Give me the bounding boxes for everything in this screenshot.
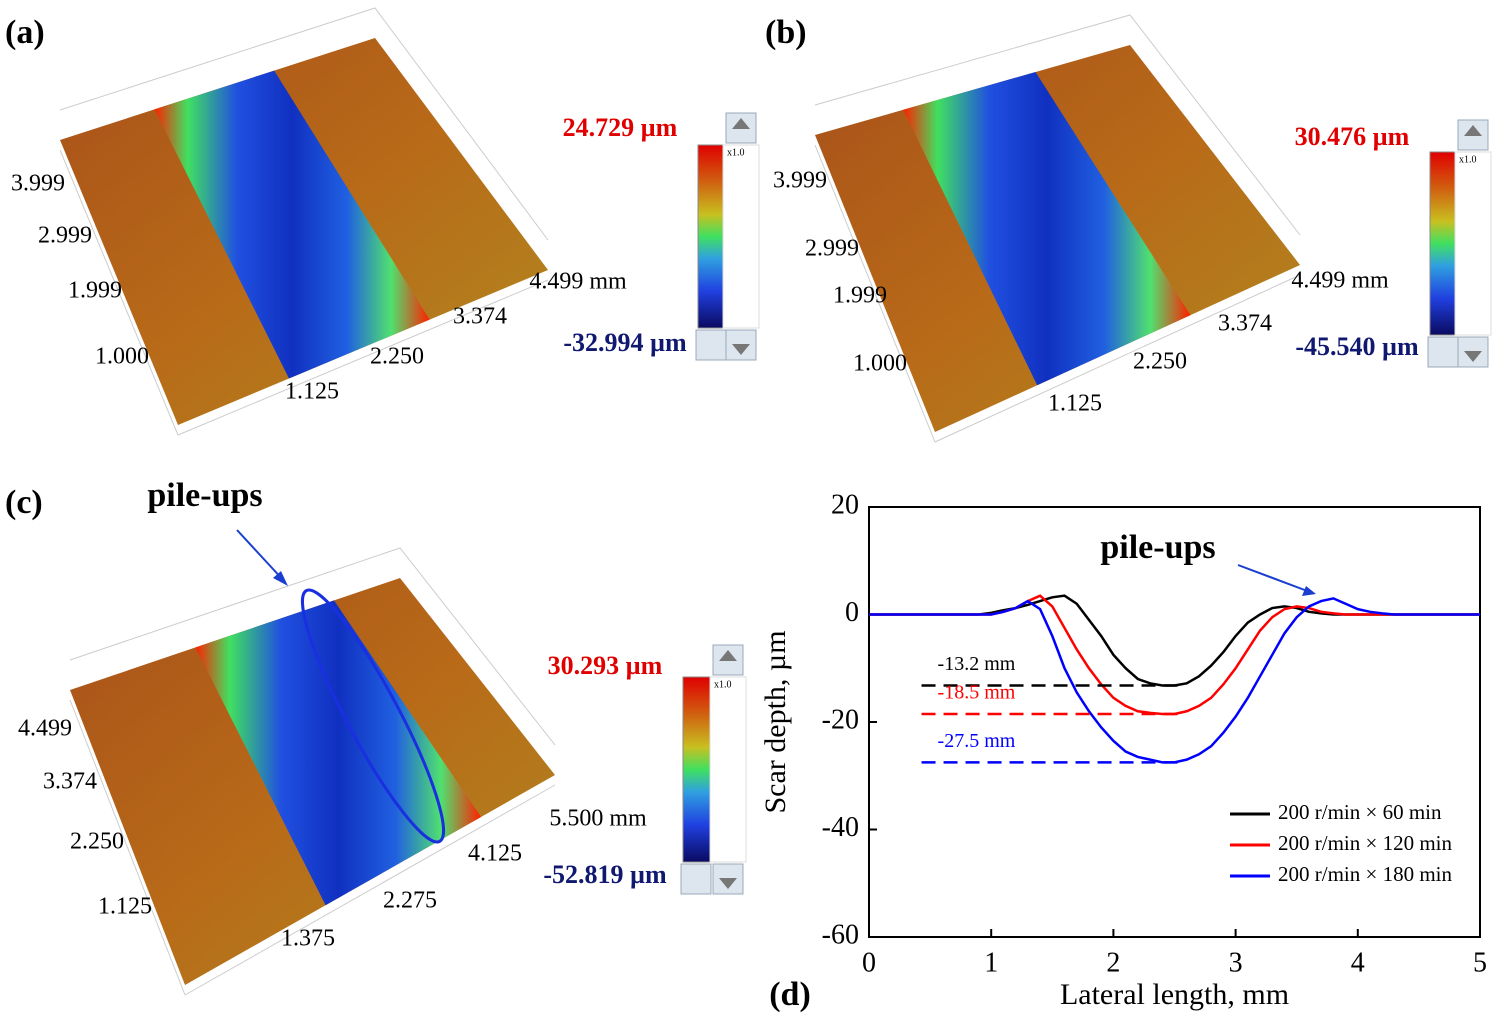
arrow bbox=[1237, 564, 1311, 593]
reset-button[interactable] bbox=[680, 863, 712, 895]
legend-label: 200 r/min × 180 min bbox=[1278, 862, 1453, 886]
axis-tick-label: 1.125 bbox=[285, 379, 339, 405]
axis-tick-label: 1.999 bbox=[68, 278, 122, 304]
colorbar bbox=[1429, 151, 1456, 336]
wear-scar bbox=[154, 70, 430, 379]
y-tick-label: -60 bbox=[822, 919, 859, 950]
arrow-head bbox=[1302, 586, 1316, 596]
axis-tick-label: 1.125 bbox=[98, 894, 152, 920]
grid-box bbox=[59, 7, 549, 241]
panel-label: (a) bbox=[5, 14, 45, 51]
x-tick-label: 2 bbox=[1106, 947, 1120, 978]
y-tick-label: 0 bbox=[845, 597, 859, 628]
x-tick-label: 4 bbox=[1351, 947, 1365, 978]
arrow-icon bbox=[1464, 125, 1482, 136]
axis-tick-label: 1.000 bbox=[853, 351, 907, 377]
reset-button[interactable] bbox=[1427, 336, 1459, 368]
reference-label: -27.5 mm bbox=[938, 730, 1016, 752]
colorbar bbox=[682, 676, 711, 863]
arrow-icon bbox=[732, 344, 750, 355]
x-tick-label: 0 bbox=[862, 947, 876, 978]
arrow-icon bbox=[732, 118, 750, 129]
axis-tick-label: 1.999 bbox=[833, 283, 887, 309]
axis-tick-label: 5.500 mm bbox=[549, 806, 647, 832]
axis-tick-label: 1.125 bbox=[1048, 391, 1102, 417]
arrow-icon bbox=[719, 650, 737, 661]
legend-label: 200 r/min × 120 min bbox=[1278, 831, 1453, 855]
annotation: pile-ups bbox=[1100, 529, 1215, 566]
axis-tick-label: 2.275 bbox=[383, 888, 437, 914]
axis-tick-label: 3.374 bbox=[453, 304, 507, 330]
y-tick-label: 20 bbox=[831, 489, 859, 520]
grid-box bbox=[814, 144, 936, 443]
arrow-icon bbox=[719, 878, 737, 889]
grid-box bbox=[934, 274, 1301, 443]
panel-label: (b) bbox=[765, 14, 807, 51]
arrow bbox=[236, 529, 286, 583]
axis-tick-label: 2.250 bbox=[370, 344, 424, 370]
axis-tick-label: 4.499 mm bbox=[529, 269, 627, 295]
axis-tick-label: 3.374 bbox=[1218, 311, 1272, 337]
colorbar-min: -52.819 µm bbox=[543, 860, 667, 889]
colorbar-scale-box bbox=[1454, 151, 1492, 336]
arrow-head bbox=[273, 571, 288, 586]
axis-tick-label: 2.999 bbox=[38, 223, 92, 249]
y-tick-label: -20 bbox=[822, 704, 859, 735]
colorbar-scale: x1.0 bbox=[714, 679, 732, 690]
axis-tick-label: 4.499 bbox=[18, 716, 72, 742]
colorbar bbox=[697, 144, 724, 329]
axis-tick-label: 2.250 bbox=[70, 829, 124, 855]
y-axis-label: Scar depth, µm bbox=[759, 630, 792, 813]
wear-scar bbox=[903, 72, 1191, 386]
grid-box bbox=[69, 547, 556, 746]
axis-tick-label: 3.999 bbox=[773, 168, 827, 194]
x-axis-label: Lateral length, mm bbox=[1060, 978, 1289, 1011]
x-tick-label: 3 bbox=[1229, 947, 1243, 978]
axis-tick-label: 2.250 bbox=[1133, 349, 1187, 375]
colorbar-scale-box bbox=[722, 144, 760, 329]
colorbar-scale: x1.0 bbox=[727, 147, 745, 158]
wear-scar bbox=[195, 600, 481, 906]
colorbar-min: -45.540 µm bbox=[1295, 332, 1419, 361]
axis-tick-label: 4.499 mm bbox=[1291, 268, 1389, 294]
colorbar-scale-box bbox=[709, 676, 747, 863]
grid-box bbox=[177, 279, 549, 436]
panel-label: (d) bbox=[769, 976, 811, 1013]
reference-label: -18.5 mm bbox=[938, 682, 1016, 704]
reset-button[interactable] bbox=[695, 329, 727, 361]
axis-tick-label: 1.000 bbox=[95, 344, 149, 370]
y-tick-label: -40 bbox=[822, 812, 859, 843]
axis-tick-label: 2.999 bbox=[805, 236, 859, 262]
colorbar-max: 24.729 µm bbox=[563, 113, 678, 142]
pile-up-ellipse bbox=[300, 588, 446, 844]
grid-box bbox=[814, 14, 1301, 236]
colorbar-scale: x1.0 bbox=[1459, 154, 1477, 165]
colorbar-min: -32.994 µm bbox=[563, 328, 687, 357]
reference-label: -13.2 mm bbox=[938, 653, 1016, 675]
axis-tick-label: 3.999 bbox=[11, 171, 65, 197]
arrow-icon bbox=[1464, 351, 1482, 362]
grid-box bbox=[69, 699, 186, 996]
panel-label: (c) bbox=[5, 484, 43, 521]
x-tick-label: 5 bbox=[1473, 947, 1487, 978]
colorbar-max: 30.293 µm bbox=[548, 651, 663, 680]
x-tick-label: 1 bbox=[984, 947, 998, 978]
annotation: pile-ups bbox=[147, 477, 262, 514]
legend-label: 200 r/min × 60 min bbox=[1278, 800, 1442, 824]
grid-box bbox=[59, 149, 179, 436]
colorbar-max: 30.476 µm bbox=[1295, 122, 1410, 151]
axis-tick-label: 1.375 bbox=[281, 926, 335, 952]
axis-tick-label: 3.374 bbox=[43, 769, 97, 795]
axis-tick-label: 4.125 bbox=[468, 841, 522, 867]
grid-box bbox=[184, 784, 556, 996]
